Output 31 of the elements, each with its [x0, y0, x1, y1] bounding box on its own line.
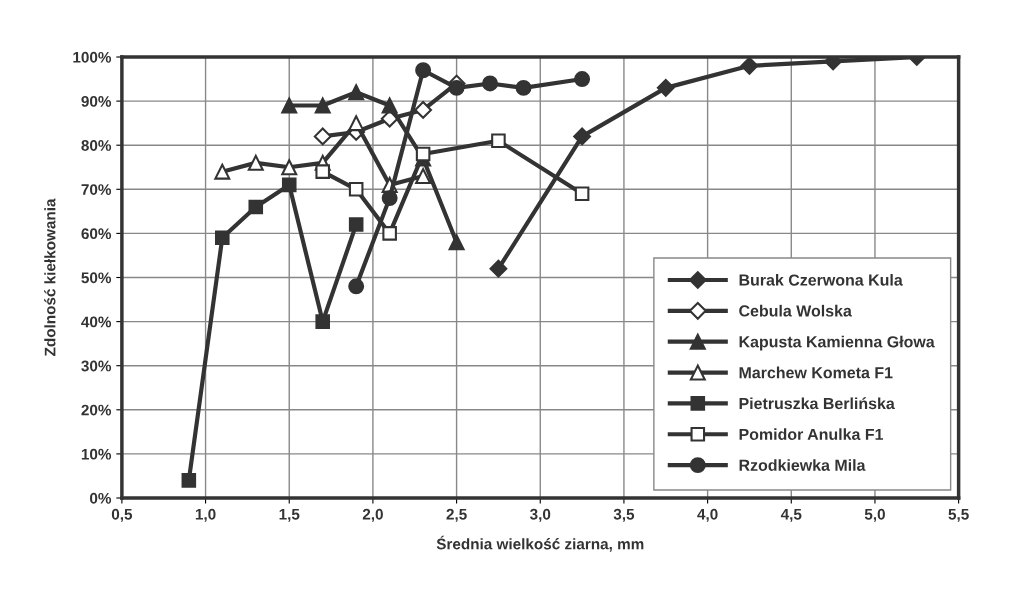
- y-tick-label: 10%: [81, 448, 112, 460]
- y-axis-title: Zdolność kiełkowania: [44, 198, 56, 356]
- x-tick-label: 5,5: [948, 508, 969, 522]
- x-tick-label: 2,5: [446, 508, 467, 522]
- x-tick-label: 2,0: [362, 508, 383, 522]
- y-tick-label: 0%: [90, 492, 112, 504]
- x-axis-title: Średnia wielkość ziarna, mm: [436, 535, 644, 552]
- y-tick-label: 30%: [81, 360, 112, 372]
- x-tick-label: 3,0: [529, 508, 551, 522]
- y-tick-label: 40%: [81, 316, 112, 328]
- y-tick-label: 70%: [81, 184, 112, 195]
- legend-label: Cebula Wolska: [739, 304, 852, 317]
- legend-label: Marchew Kometa F1: [739, 366, 893, 379]
- y-tick-label: 100%: [73, 51, 112, 63]
- x-tick-label: 0,5: [111, 508, 133, 522]
- legend-label: Rzodkiewka Mila: [739, 459, 866, 471]
- y-tick-label: 60%: [81, 228, 112, 240]
- x-tick-label: 1,0: [195, 508, 216, 522]
- x-tick-label: 3,5: [613, 508, 635, 522]
- legend-label: Pomidor Anulka F1: [739, 428, 884, 441]
- y-tick-label: 20%: [81, 404, 112, 416]
- legend-label: Burak Czerwona Kula: [739, 273, 903, 286]
- legend-label: Kapusta Kamienna Głowa: [739, 335, 935, 351]
- legend-label: Pietruszka Berlińska: [739, 397, 895, 410]
- y-tick-label: 50%: [81, 272, 112, 284]
- x-tick-label: 4,5: [780, 508, 802, 522]
- y-tick-label: 80%: [81, 140, 112, 151]
- x-tick-label: 4,0: [697, 508, 718, 522]
- y-tick-label: 90%: [81, 95, 112, 107]
- x-tick-label: 1,5: [279, 508, 300, 522]
- x-tick-label: 5,0: [864, 508, 885, 522]
